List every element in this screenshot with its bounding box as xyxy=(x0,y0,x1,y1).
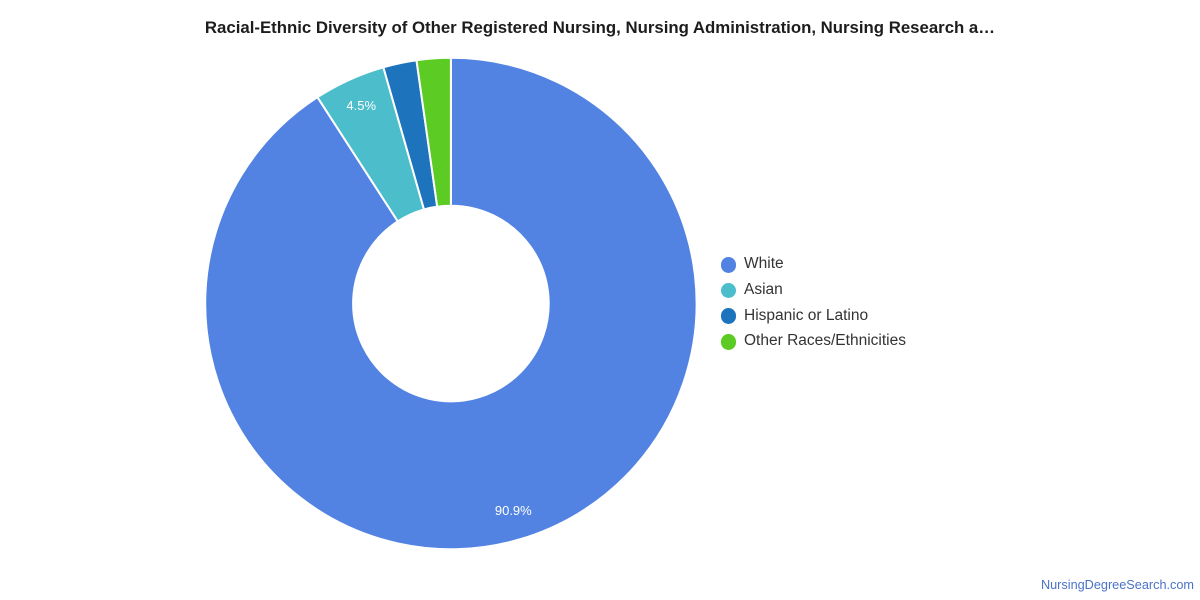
svg-text:90.9%: 90.9% xyxy=(495,503,532,518)
svg-text:4.5%: 4.5% xyxy=(346,98,376,113)
